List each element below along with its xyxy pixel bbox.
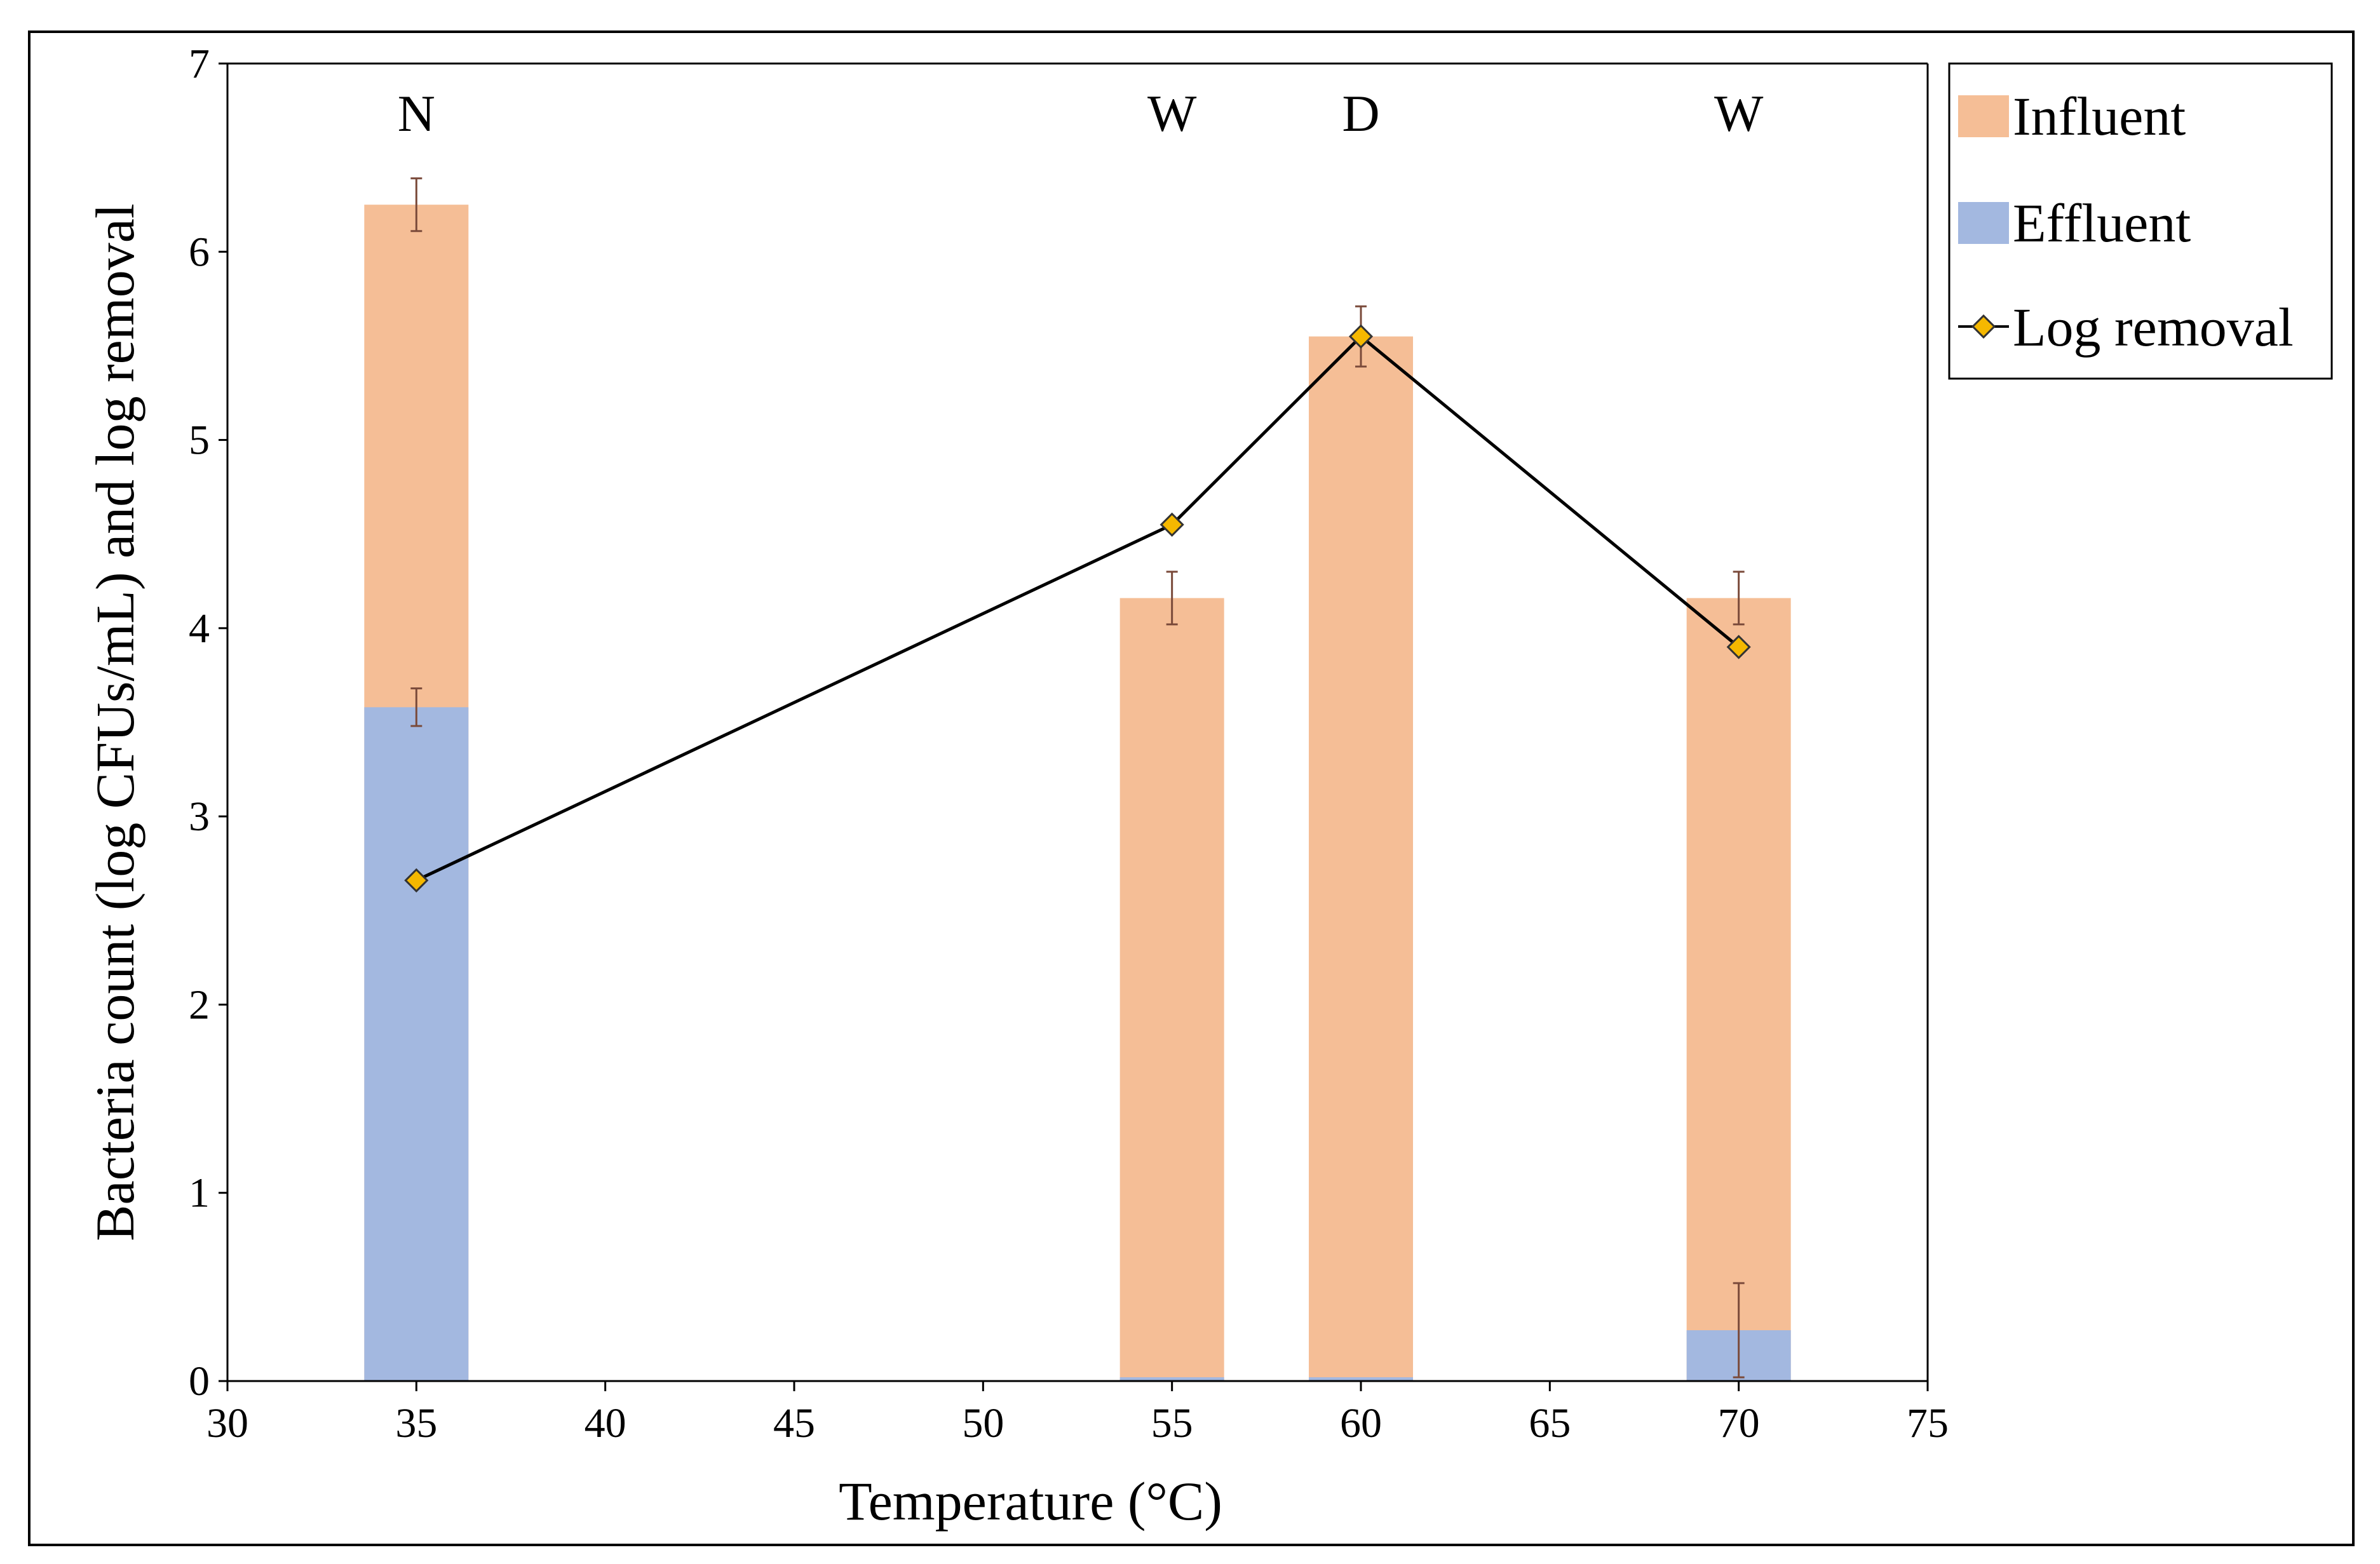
y-tick-label-4: 4: [189, 605, 210, 652]
y-tick-label-1: 1: [189, 1170, 210, 1217]
x-tick-label-35: 35: [395, 1400, 437, 1446]
legend-label-log-removal: Log removal: [2013, 297, 2294, 358]
annotation-w-70: W: [1714, 84, 1764, 142]
bar-influent-60: [1309, 336, 1413, 1381]
y-tick-label-2: 2: [189, 981, 210, 1028]
x-tick-label-50: 50: [962, 1400, 1004, 1446]
y-tick-label-7: 7: [189, 41, 210, 87]
legend-swatch-influent: [1958, 95, 2009, 137]
legend-marker-log-removal: [1971, 314, 1996, 339]
point-log-removal-60: [1348, 324, 1374, 349]
bar-influent-70: [1686, 598, 1791, 1381]
x-axis-title: Temperature (°C): [839, 1471, 1222, 1532]
x-tick-label-65: 65: [1529, 1400, 1571, 1446]
point-log-removal-55: [1160, 512, 1184, 537]
chart-frame: [28, 30, 2355, 1546]
legend-box: [1948, 62, 2333, 380]
legend-label-effluent: Effluent: [2013, 192, 2191, 253]
annotation-d-60: D: [1342, 84, 1379, 142]
legend-label-influent: Influent: [2013, 86, 2186, 147]
x-tick-label-30: 30: [206, 1400, 248, 1446]
annotation-w-55: W: [1147, 84, 1197, 142]
x-tick-label-40: 40: [585, 1400, 626, 1446]
x-tick-label-55: 55: [1151, 1400, 1193, 1446]
log-removal-layer: [404, 324, 1751, 893]
bar-effluent-60: [1309, 1377, 1413, 1381]
x-tick-label-70: 70: [1718, 1400, 1760, 1446]
y-tick-label-0: 0: [189, 1358, 210, 1405]
legend-swatch-effluent: [1958, 202, 2009, 244]
line-log-removal: [416, 334, 1740, 882]
bar-influent-55: [1119, 598, 1224, 1381]
bars-layer: [364, 205, 1791, 1381]
y-tick-label-3: 3: [189, 793, 210, 840]
y-tick-label-5: 5: [189, 417, 210, 464]
x-tick-label-45: 45: [773, 1400, 815, 1446]
point-log-removal-35: [404, 868, 429, 893]
y-tick-label-6: 6: [189, 229, 210, 275]
y-axis-title: Bacteria count (log CFUs/mL) and log rem…: [85, 203, 145, 1241]
bar-effluent-55: [1119, 1377, 1224, 1381]
bar-effluent-35: [364, 707, 469, 1381]
annotation-n-35: N: [398, 84, 435, 142]
plot-area-frame: [226, 62, 1929, 1382]
error-bars-layer: [410, 177, 1745, 1379]
x-tick-label-60: 60: [1340, 1400, 1382, 1446]
legend: Influent Effluent Log removal: [1948, 62, 2333, 380]
point-log-removal-70: [1726, 635, 1751, 659]
x-tick-label-75: 75: [1907, 1400, 1949, 1446]
